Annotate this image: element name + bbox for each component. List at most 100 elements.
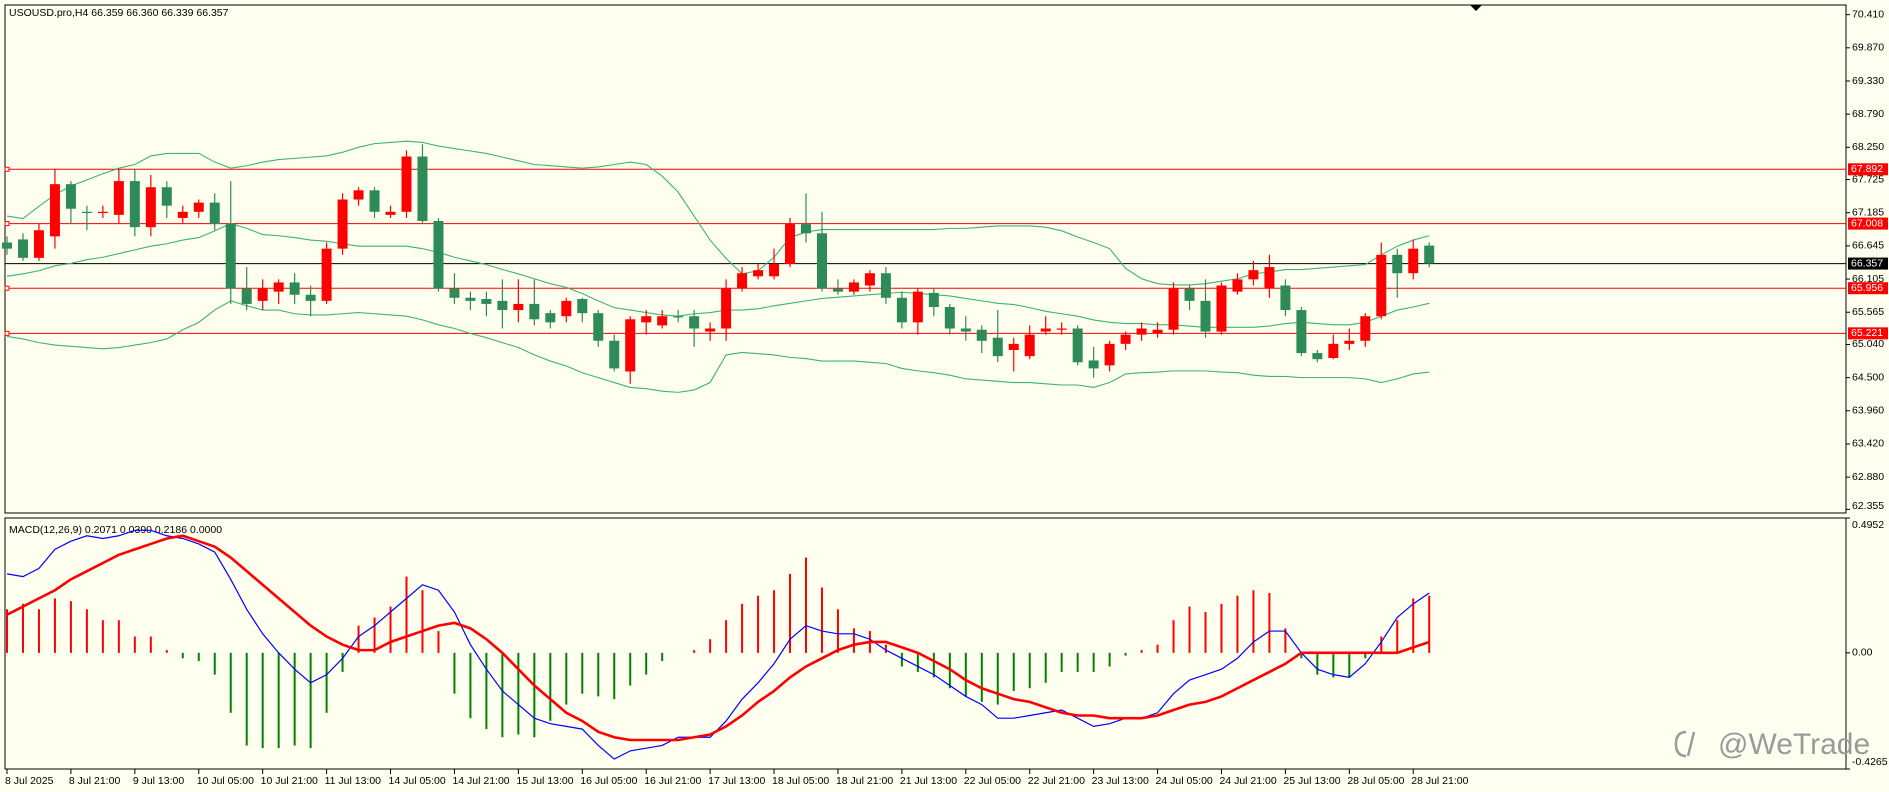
y-tick-label: 62.880 — [1852, 471, 1884, 483]
y-tick-label: 64.500 — [1852, 371, 1884, 383]
x-tick-label: 22 Jul 21:00 — [1028, 775, 1085, 787]
candle-body — [209, 202, 220, 225]
candle-body — [1232, 279, 1243, 292]
y-tick-label: 63.960 — [1852, 405, 1884, 417]
candle-body — [225, 224, 236, 289]
candle-body — [49, 184, 60, 237]
y-tick-label: 0.4952 — [1852, 519, 1884, 531]
y-tick-label: 0.00 — [1852, 647, 1873, 659]
level-label-box — [1848, 217, 1888, 230]
candle-body — [657, 316, 668, 326]
candle-body — [880, 273, 891, 298]
candle-body — [705, 328, 716, 332]
level-anchor — [4, 221, 10, 227]
candle-body — [1200, 300, 1211, 332]
candle-body — [529, 303, 540, 320]
candle-body — [289, 282, 300, 295]
candle-body — [401, 156, 412, 212]
x-tick-label: 28 Jul 21:00 — [1411, 775, 1468, 787]
candle-body — [1312, 353, 1323, 360]
candle-body — [129, 181, 140, 228]
candle-body — [65, 184, 76, 209]
candle-body — [593, 313, 604, 341]
level-label-box — [1848, 327, 1888, 340]
candle-body — [769, 264, 780, 277]
macd-line — [6, 534, 1430, 742]
watermark: @WeTrade — [1718, 728, 1870, 761]
y-tick-label: 65.565 — [1852, 306, 1884, 318]
y-tick-label: 63.420 — [1852, 438, 1884, 450]
level-label: 65.956 — [1851, 282, 1883, 294]
candle-body — [625, 319, 636, 372]
candle-body — [1344, 340, 1355, 344]
candle-body — [992, 337, 1003, 357]
candle-body — [321, 248, 332, 301]
candle-body — [1104, 343, 1115, 366]
x-tick-label: 16 Jul 05:00 — [580, 775, 637, 787]
candle-body — [369, 190, 380, 212]
candle-body — [17, 239, 28, 258]
candle-body — [1216, 285, 1227, 332]
y-tick-label: 66.105 — [1852, 273, 1884, 285]
watermark-icon — [1674, 730, 1696, 758]
y-tick-label: 68.790 — [1852, 108, 1884, 120]
x-tick-label: 24 Jul 05:00 — [1156, 775, 1213, 787]
candle-body — [161, 187, 172, 206]
shift-marker — [1470, 5, 1482, 11]
candle-body — [864, 273, 875, 286]
bollinger-band — [6, 300, 1430, 393]
candle-body — [1008, 343, 1019, 350]
candle-body — [1328, 343, 1339, 358]
y-tick-label: 67.185 — [1852, 207, 1884, 219]
candle-body — [385, 211, 396, 215]
level-label: 67.008 — [1851, 217, 1883, 229]
y-tick-label: 68.250 — [1852, 141, 1884, 153]
candle-body — [848, 282, 859, 292]
macd-title: MACD(12,26,9) 0.2071 0.0390 0.2186 0.000… — [9, 524, 222, 536]
x-tick-label: 22 Jul 05:00 — [964, 775, 1021, 787]
candle-body — [912, 291, 923, 323]
candle-body — [896, 297, 907, 323]
candle-body — [145, 187, 156, 228]
candle-body — [417, 156, 428, 222]
y-tick-label: 66.645 — [1852, 240, 1884, 252]
candle-body — [689, 316, 700, 329]
x-tick-label: 8 Jul 21:00 — [69, 775, 121, 787]
candle-body — [273, 282, 284, 292]
candle-body — [257, 288, 268, 301]
x-tick-label: 24 Jul 21:00 — [1219, 775, 1276, 787]
candle-body — [1072, 328, 1083, 363]
candle-body — [1360, 316, 1371, 341]
candle-body — [241, 288, 252, 304]
candle-body — [1264, 267, 1275, 289]
level-label-box — [1848, 257, 1888, 270]
x-tick-label: 23 Jul 13:00 — [1092, 775, 1149, 787]
candle-body — [193, 202, 204, 212]
candle-body — [976, 329, 987, 341]
candle-body — [1296, 310, 1307, 354]
candle-body — [545, 313, 556, 323]
candle-body — [1136, 328, 1147, 335]
candle-body — [481, 299, 492, 304]
x-tick-label: 25 Jul 13:00 — [1283, 775, 1340, 787]
candle-body — [609, 340, 620, 369]
candle-body — [737, 273, 748, 289]
x-tick-label: 15 Jul 13:00 — [516, 775, 573, 787]
y-tick-label: 70.410 — [1852, 8, 1884, 20]
candle-body — [449, 288, 460, 298]
candle-body — [97, 211, 108, 214]
candle-body — [177, 211, 188, 218]
x-tick-label: 17 Jul 13:00 — [708, 775, 765, 787]
candle-body — [337, 199, 348, 249]
x-tick-label: 8 Jul 2025 — [5, 775, 54, 787]
candle-body — [1184, 288, 1195, 301]
candle-body — [1024, 334, 1035, 357]
x-tick-label: 18 Jul 21:00 — [836, 775, 893, 787]
candle-body — [801, 224, 811, 234]
candle-body — [1392, 254, 1403, 274]
candle-body — [721, 288, 732, 329]
candle-body — [928, 292, 939, 307]
